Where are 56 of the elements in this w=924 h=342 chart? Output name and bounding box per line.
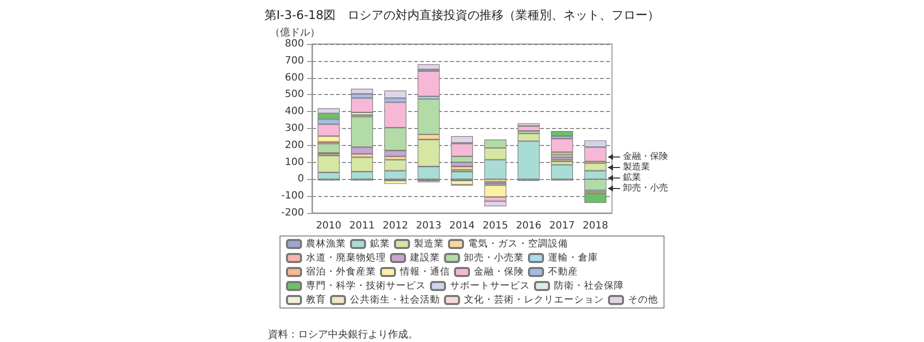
legend-label: サポートサービス: [450, 280, 530, 292]
legend-label: 電気・ガス・空調設備: [468, 238, 568, 250]
y-tick-label: 300: [284, 123, 304, 134]
y-tick-label: 200: [284, 140, 304, 151]
bar: [384, 90, 406, 98]
x-tick-label: 2014: [449, 220, 475, 232]
text: 金融・保険: [623, 151, 668, 162]
text: 資料：ロシア中央銀行より作成。: [268, 328, 418, 340]
legend-label: 公共衛生・社会活動: [350, 294, 440, 306]
legend-label: 情報・通信: [399, 266, 450, 278]
y-axis-title: （億ドル）: [270, 26, 320, 38]
legend-label: 不動産: [548, 266, 578, 278]
bar: [518, 126, 540, 132]
legend-label: 鉱業: [370, 238, 390, 250]
y-tick-label: 500: [284, 89, 304, 100]
legend-label: 水道・廃棄物処理: [306, 252, 386, 264]
x-tick-label: 2013: [416, 220, 442, 232]
text: 卸売・小売: [623, 182, 668, 194]
bar: [584, 194, 606, 203]
legend-label: 金融・保険: [474, 266, 524, 278]
y-tick-label: 800: [284, 38, 304, 50]
y-tick-label: 700: [284, 55, 304, 66]
chart-title: 第Ⅰ-3-6-18図 ロシアの対内直接投資の推移（業種別、ネット、フロー）: [264, 8, 660, 22]
x-tick-label: 2016: [516, 220, 542, 232]
legend-label: 文化・芸術・レクリエーション: [464, 294, 604, 306]
bar: [484, 185, 506, 197]
bar: [551, 131, 573, 136]
bar: [351, 98, 373, 112]
x-tick-label: 2015: [482, 220, 508, 232]
x-tick-label: 2012: [382, 220, 408, 232]
legend-label: 建設業: [409, 252, 440, 264]
x-tick-label: 2010: [316, 220, 342, 232]
y-tick-label: 400: [284, 106, 304, 118]
y-tick-label: 100: [284, 156, 304, 168]
legend-label: 卸売・小売業: [464, 252, 524, 264]
legend-label: 宿泊・外食産業: [306, 266, 376, 278]
bar: [551, 164, 573, 180]
x-tick-label: 2018: [582, 220, 608, 232]
text: 製造業: [623, 162, 650, 172]
legend-label: 農林漁業: [306, 238, 346, 250]
legend-label: 専門・科学・技術サービス: [306, 280, 426, 292]
y-tick-label: -100: [281, 190, 304, 202]
y-tick-label: 0: [298, 174, 304, 185]
legend-label: その他: [628, 294, 658, 306]
x-tick-label: 2017: [549, 220, 575, 232]
legend-label: 運輸・倉庫: [548, 252, 598, 264]
bar: [351, 88, 373, 94]
y-tick-label: 600: [284, 72, 304, 84]
bar: [484, 201, 506, 206]
legend-label: 製造業: [414, 238, 444, 250]
y-tick-label: -200: [281, 208, 304, 218]
x-tick-label: 2011: [349, 220, 375, 232]
legend-label: 防衛・社会保障: [554, 280, 624, 292]
bar: [551, 138, 573, 152]
text: 鉱業: [623, 172, 641, 183]
legend-label: 教育: [306, 294, 326, 306]
